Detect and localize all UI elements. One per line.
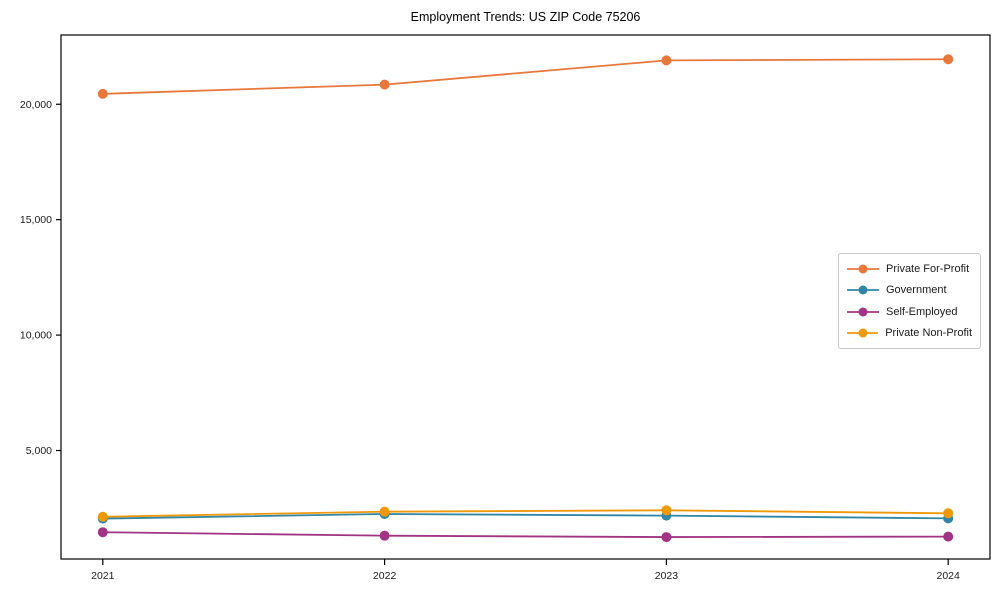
- data-point-marker: [661, 505, 672, 516]
- data-point-marker: [97, 511, 108, 522]
- series-line: [102, 531, 949, 538]
- y-tick-label: 5,000: [26, 445, 52, 457]
- data-point-marker: [943, 531, 954, 542]
- data-point-marker: [661, 532, 672, 543]
- legend-item: Private For-Profit: [847, 258, 972, 280]
- legend-marker-icon: [847, 307, 879, 317]
- legend-marker-icon: [847, 264, 879, 274]
- legend-item: Private Non-Profit: [847, 323, 972, 345]
- legend-item: Government: [847, 280, 972, 302]
- data-point-marker: [379, 506, 390, 517]
- legend: Private For-Profit Government Self-Employe…: [838, 253, 981, 349]
- y-tick-label: 20,000: [20, 99, 52, 111]
- series-line: [102, 513, 949, 520]
- x-tick-label: 2022: [373, 570, 397, 582]
- legend-label: Government: [886, 284, 947, 297]
- data-point-marker: [97, 527, 108, 538]
- legend-item: Self-Employed: [847, 301, 972, 323]
- legend-label: Private Non-Profit: [885, 327, 972, 340]
- x-tick-label: 2024: [937, 570, 961, 582]
- chart-title: Employment Trends: US ZIP Code 75206: [410, 10, 641, 24]
- legend-label: Self-Employed: [886, 305, 958, 318]
- data-point-marker: [379, 79, 390, 90]
- data-point-marker: [943, 54, 954, 65]
- x-tick-label: 2021: [91, 570, 115, 582]
- series-line: [102, 58, 949, 95]
- data-point-marker: [379, 530, 390, 541]
- plot-border: [60, 34, 991, 560]
- data-point-marker: [661, 55, 672, 66]
- legend-marker-icon: [847, 285, 879, 295]
- legend-marker-icon: [847, 328, 879, 338]
- x-tick-label: 2023: [655, 570, 679, 582]
- legend-label: Private For-Profit: [886, 262, 970, 275]
- data-point-marker: [97, 88, 108, 99]
- y-tick-label: 10,000: [20, 330, 52, 342]
- y-tick-label: 15,000: [20, 214, 52, 226]
- series-line: [102, 509, 949, 518]
- data-point-marker: [943, 508, 954, 519]
